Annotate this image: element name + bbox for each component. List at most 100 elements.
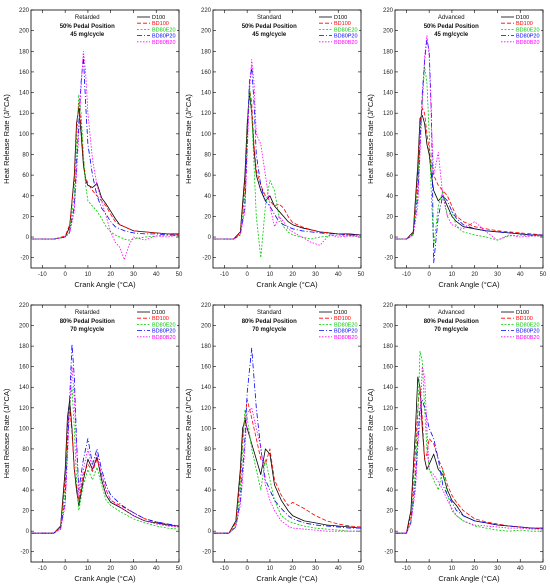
y-tick-label: 20 (386, 509, 393, 515)
plot-frame (30, 9, 180, 269)
y-tick-label: 220 (19, 303, 30, 309)
x-tick-label: 10 (267, 272, 274, 278)
legend-label: BD80P20 (516, 329, 540, 335)
y-tick-label: 200 (383, 29, 394, 35)
legend-label: BD100 (152, 316, 169, 322)
y-tick-label: 180 (19, 344, 30, 350)
y-tick-label: 20 (22, 509, 29, 515)
legend-label: BD80B20 (152, 335, 176, 341)
x-tick-label: 0 (245, 566, 249, 572)
panel-title: Advanced (438, 15, 465, 21)
legend-box (500, 308, 541, 341)
x-tick-label: 40 (517, 566, 524, 572)
y-tick-label: 220 (19, 8, 30, 14)
series-line-d100 (213, 92, 362, 240)
series-line-bd100 (31, 407, 180, 534)
y-tick-label: 0 (208, 235, 212, 241)
y-tick-label: 100 (383, 426, 394, 432)
series-line-bd80e20 (395, 350, 543, 534)
x-tick-label: 10 (449, 272, 456, 278)
y-tick-label: 200 (383, 324, 394, 330)
y-tick-label: 60 (22, 173, 29, 179)
x-tick-label: 30 (494, 272, 501, 278)
legend-label: BD80E20 (516, 322, 540, 328)
y-axis-label: Heat Release Rate (J/°CA) (2, 388, 11, 478)
legend-box (500, 13, 541, 46)
y-tick-label: 180 (201, 344, 212, 350)
y-tick-label: 80 (22, 447, 29, 453)
x-tick-label: -10 (402, 272, 411, 278)
series-line-bd80b20 (31, 50, 180, 261)
y-tick-label: 200 (201, 29, 212, 35)
legend-label: BD80B20 (334, 40, 358, 46)
y-tick-label: 160 (19, 70, 30, 76)
x-tick-label: 20 (471, 566, 478, 572)
panel-subtitle: 70 mg/cycle (434, 327, 469, 333)
plot-frame (394, 304, 544, 563)
series-line-bd80p20 (395, 399, 543, 534)
x-axis-label: Crank Angle (°CA) (438, 574, 500, 583)
plot-frame (212, 9, 362, 269)
legend-label: BD100 (334, 21, 351, 27)
series-line-d100 (213, 419, 362, 534)
y-tick-label: 80 (386, 447, 393, 453)
series-line-bd80e20 (213, 409, 361, 534)
y-tick-label: 100 (201, 132, 212, 138)
legend-box (136, 308, 177, 341)
series-line-bd80p20 (213, 347, 361, 534)
series-line-d100 (31, 107, 179, 240)
x-tick-label: 50 (176, 272, 183, 278)
x-tick-label: 0 (63, 272, 67, 278)
panel-subtitle: 70 mg/cycle (252, 327, 287, 333)
panel-subtitle: 50% Pedal Position (242, 24, 297, 30)
y-tick-label: 160 (19, 365, 30, 371)
y-tick-label: -20 (384, 256, 393, 262)
x-tick-label: 0 (427, 566, 431, 572)
y-tick-label: 220 (201, 303, 212, 309)
y-tick-label: 140 (19, 91, 30, 97)
x-tick-label: 30 (130, 272, 137, 278)
legend-label: BD80B20 (334, 335, 358, 341)
x-tick-label: 20 (107, 566, 114, 572)
y-tick-label: 180 (19, 49, 30, 55)
legend-label: BD80E20 (152, 27, 176, 33)
series-line-bd80p20 (31, 56, 179, 240)
y-tick-label: 120 (201, 406, 212, 412)
panel-subtitle: 80% Pedal Position (60, 319, 115, 325)
x-tick-label: 10 (85, 272, 92, 278)
x-tick-label: -10 (38, 566, 47, 572)
y-tick-label: 20 (386, 214, 393, 220)
y-tick-label: 40 (22, 488, 29, 494)
y-axis-label: Heat Release Rate (J/°CA) (366, 94, 375, 184)
y-tick-label: 100 (19, 426, 30, 432)
y-tick-label: 160 (201, 70, 212, 76)
x-tick-label: 30 (494, 566, 501, 572)
x-tick-label: -10 (220, 272, 229, 278)
series-line-bd80b20 (395, 366, 543, 534)
y-tick-label: 60 (204, 173, 211, 179)
y-tick-label: 100 (19, 132, 30, 138)
y-tick-label: 40 (386, 194, 393, 200)
y-tick-label: 120 (383, 406, 394, 412)
y-axis-label: Heat Release Rate (J/°CA) (184, 94, 193, 184)
y-tick-label: 80 (22, 152, 29, 158)
series-line-bd80b20 (213, 59, 362, 246)
panel-subtitle: 70 mg/cycle (70, 327, 105, 333)
y-tick-label: 40 (204, 488, 211, 494)
x-tick-label: 20 (289, 566, 296, 572)
x-axis-label: Crank Angle (°CA) (438, 280, 500, 289)
y-tick-label: 200 (201, 324, 212, 330)
y-tick-label: 60 (386, 173, 393, 179)
y-tick-label: 200 (19, 29, 30, 35)
panel-title: Advanced (438, 310, 465, 316)
y-axis-label: Heat Release Rate (J/°CA) (184, 388, 193, 478)
series-line-bd80e20 (31, 386, 180, 534)
panel-subtitle: 50% Pedal Position (60, 24, 115, 30)
y-tick-label: -20 (20, 550, 29, 556)
y-tick-label: 220 (201, 8, 212, 14)
y-tick-label: 60 (22, 467, 29, 473)
y-tick-label: 0 (208, 529, 212, 535)
chart-panel-4: -20 0 20 40 60 80 100 120 140 160 180 200 220 -10 0 10 2… (2, 303, 183, 583)
y-tick-label: 100 (383, 132, 394, 138)
